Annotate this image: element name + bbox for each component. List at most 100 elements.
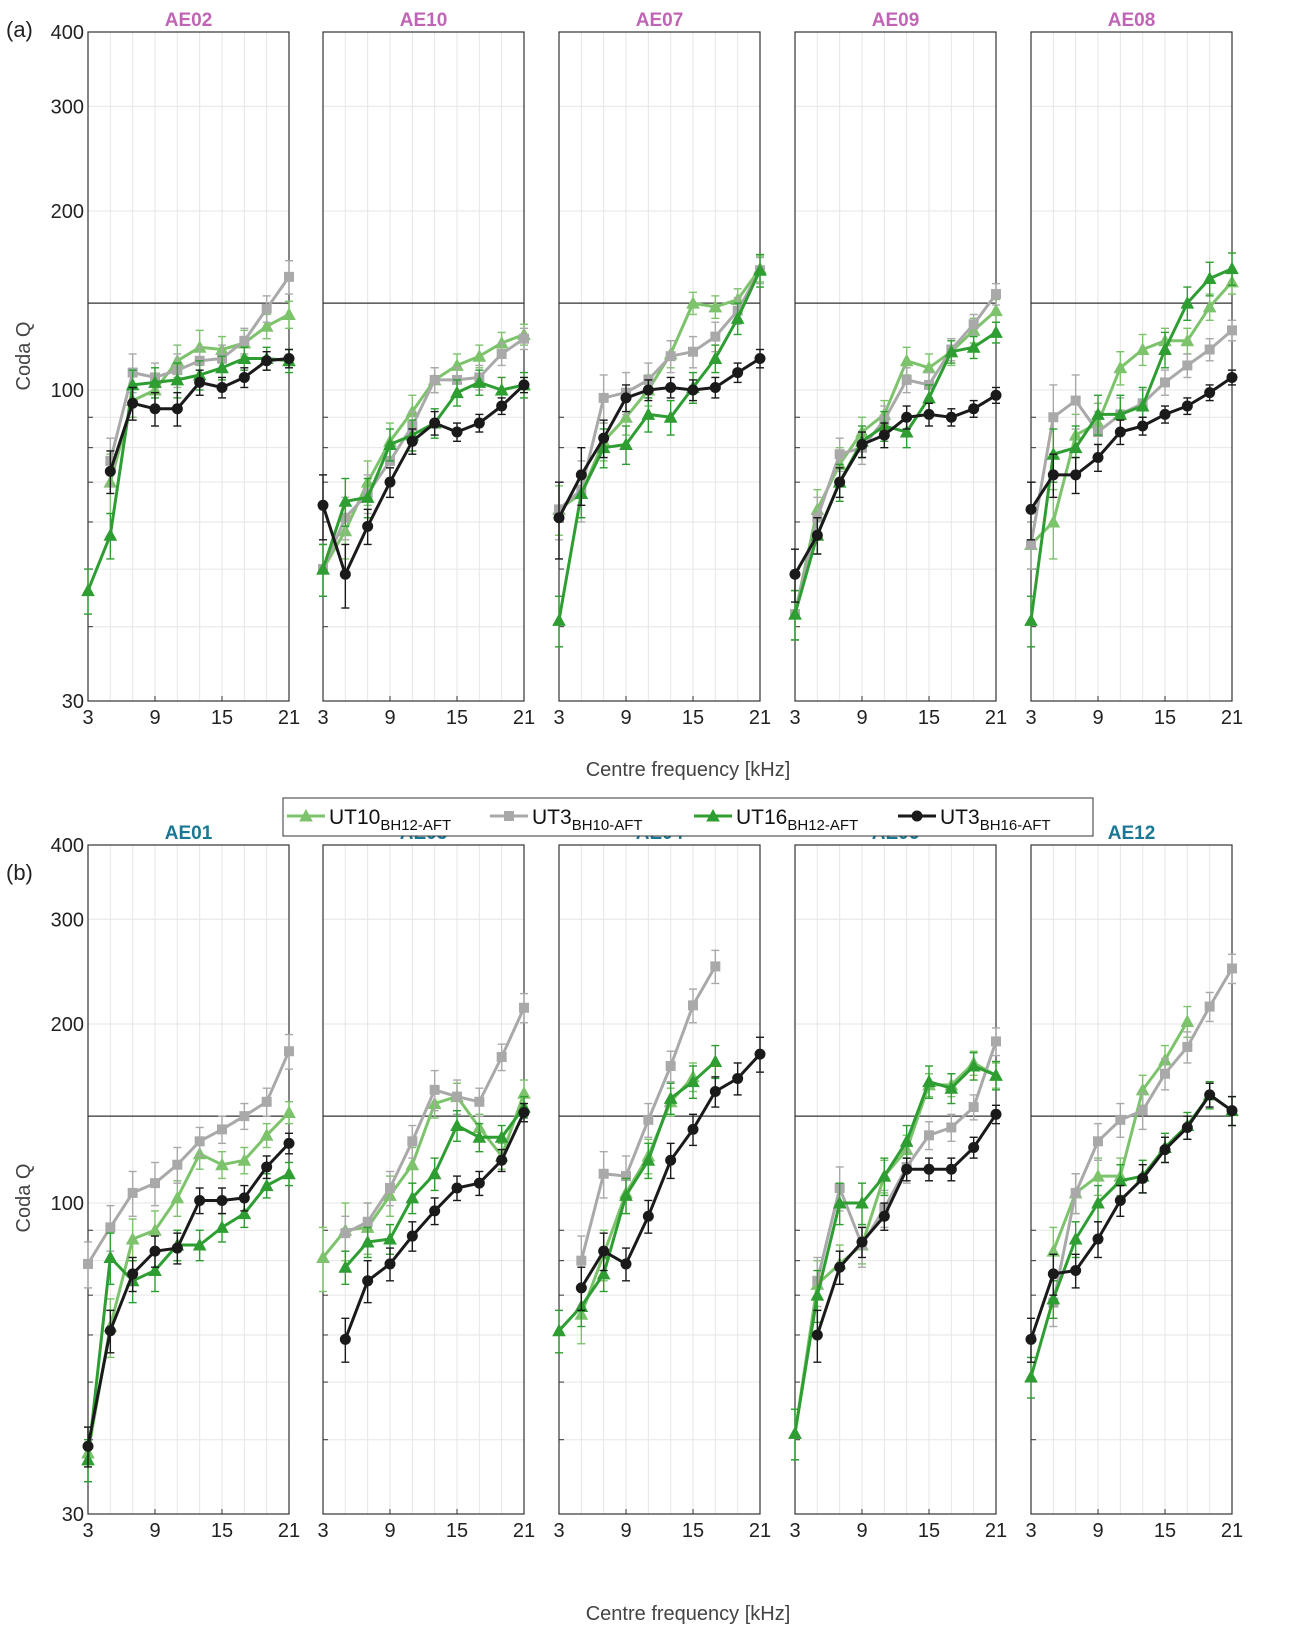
data-point xyxy=(283,352,295,364)
legend-marker xyxy=(706,808,720,822)
data-point xyxy=(383,437,397,450)
data-point xyxy=(663,410,678,423)
data-point xyxy=(282,307,296,320)
x-tick-label: 9 xyxy=(1092,707,1103,729)
data-point xyxy=(1137,1172,1149,1184)
data-point xyxy=(194,1136,205,1147)
subplot-ae01: 3 9 15 21 30 100 200 300 400 AE01 xyxy=(51,823,301,1542)
subplot-frame xyxy=(322,844,525,1515)
data-point xyxy=(1202,299,1217,313)
data-point xyxy=(259,1128,274,1141)
legend: UT10BH12-AFT UT3BH10-AFT UT16BH12-AFT UT3BH… xyxy=(282,797,1094,837)
data-point xyxy=(1093,1136,1103,1147)
data-point xyxy=(360,490,375,503)
subplot-title: AE02 xyxy=(165,10,213,31)
data-point xyxy=(1135,342,1150,355)
data-point xyxy=(338,1260,353,1273)
subplot-background xyxy=(88,845,289,1514)
data-point xyxy=(1202,271,1217,285)
series-ut16-bh12 xyxy=(552,1044,723,1354)
series-ut3-bh16 xyxy=(789,386,1002,603)
series-line xyxy=(1029,376,1233,511)
data-point xyxy=(148,1263,162,1277)
data-point xyxy=(968,1102,979,1113)
x-tick-label: 9 xyxy=(384,707,395,729)
data-point xyxy=(1070,395,1081,406)
data-point xyxy=(754,352,766,364)
data-point xyxy=(686,296,700,309)
data-point xyxy=(1092,1233,1104,1245)
series-ut16-bh12 xyxy=(338,1095,531,1286)
data-point xyxy=(1160,377,1170,388)
data-point xyxy=(990,389,1002,401)
data-point xyxy=(1160,1068,1170,1079)
x-tick-label: 15 xyxy=(446,707,468,729)
data-point xyxy=(496,1154,508,1166)
subplot-frame xyxy=(322,31,525,702)
legend-label-main: UT3 xyxy=(532,806,572,829)
data-point xyxy=(194,1194,206,1206)
data-point xyxy=(899,1134,914,1147)
data-point xyxy=(429,417,441,429)
data-point xyxy=(753,263,767,276)
panel-a-label: (a) xyxy=(6,17,33,42)
subplot-frame xyxy=(558,844,761,1515)
series-ut3-bh16 xyxy=(339,1102,530,1363)
y-tick-label: 400 xyxy=(51,22,84,44)
data-point xyxy=(1025,503,1037,515)
data-point xyxy=(496,348,507,359)
data-point xyxy=(665,1154,677,1166)
series-line xyxy=(1029,280,1234,546)
data-point xyxy=(216,381,228,393)
xlabel-row-a: Centre frequency [kHz] xyxy=(586,759,791,781)
series-line xyxy=(557,269,762,621)
subplot-ae12: 3 9 15 21 AE12 xyxy=(1024,823,1243,1542)
series-line xyxy=(793,1064,997,1434)
x-tick-label: 3 xyxy=(553,707,564,729)
data-point xyxy=(405,1157,420,1171)
data-point xyxy=(901,374,912,385)
data-point xyxy=(284,1046,294,1057)
data-point xyxy=(1204,1089,1216,1101)
data-point xyxy=(1070,1187,1081,1198)
legend-item-ut10-bh12: UT10BH12-AFT xyxy=(287,806,451,834)
data-point xyxy=(127,1268,139,1280)
data-point xyxy=(1180,296,1195,309)
ylabel-row-b: Coda Q xyxy=(13,1164,35,1233)
x-tick-label: 3 xyxy=(82,707,93,729)
subplot-frame xyxy=(1030,31,1233,702)
data-point xyxy=(688,1000,698,1011)
series-ut3-bh10 xyxy=(1048,953,1237,1328)
subplot-background xyxy=(795,845,996,1514)
data-point xyxy=(518,1106,530,1118)
data-point xyxy=(687,1123,699,1135)
x-tick-label: 15 xyxy=(682,1520,704,1542)
data-point xyxy=(710,331,721,342)
data-point xyxy=(834,1261,846,1273)
data-point xyxy=(1070,469,1082,481)
subplot-frame xyxy=(794,844,997,1515)
data-point xyxy=(710,961,721,972)
x-tick-label: 21 xyxy=(278,1520,300,1542)
data-point xyxy=(519,333,529,344)
data-point xyxy=(494,383,509,396)
data-point xyxy=(788,1426,802,1439)
x-tick-label: 21 xyxy=(278,707,300,729)
data-point xyxy=(104,1325,116,1337)
subplot-background xyxy=(795,32,996,701)
series-line xyxy=(579,1075,695,1315)
data-point xyxy=(856,438,868,450)
data-point xyxy=(1115,1114,1126,1125)
legend-marker xyxy=(911,810,923,822)
data-point xyxy=(170,1190,185,1204)
data-point xyxy=(406,435,418,447)
data-point xyxy=(989,1068,1003,1081)
data-point xyxy=(991,289,1001,300)
data-point xyxy=(811,1329,823,1341)
data-point xyxy=(811,529,823,541)
data-point xyxy=(125,1231,140,1245)
y-tick-label: 200 xyxy=(51,201,84,223)
data-point xyxy=(1046,1291,1061,1305)
x-tick-label: 15 xyxy=(682,707,704,729)
data-point xyxy=(1181,1121,1193,1133)
